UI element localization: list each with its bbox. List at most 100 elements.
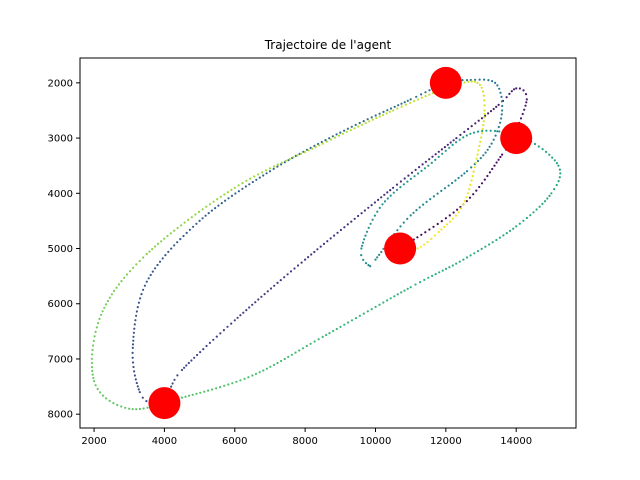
trajectory-point: [182, 234, 185, 238]
trajectory-point: [362, 312, 365, 315]
trajectory-point: [452, 139, 455, 142]
trajectory-point: [468, 196, 472, 199]
trajectory-point: [249, 177, 252, 180]
trajectory-point: [124, 406, 127, 409]
trajectory-point: [191, 393, 194, 396]
trajectory-point: [463, 199, 467, 203]
trajectory-point: [437, 150, 440, 153]
trajectory-point: [269, 287, 273, 290]
trajectory-point: [202, 348, 205, 351]
waypoint-marker: [384, 232, 417, 265]
trajectory-point: [243, 377, 246, 380]
x-tick-label: 6000: [222, 436, 247, 447]
trajectory-point: [305, 344, 308, 348]
trajectory-point: [548, 153, 551, 156]
trajectory-point: [407, 174, 410, 177]
trajectory-point: [494, 134, 497, 137]
trajectory-point: [93, 335, 96, 338]
trajectory-point: [493, 129, 497, 133]
trajectory-point: [325, 333, 328, 337]
trajectory-point: [362, 258, 365, 261]
trajectory-point: [409, 98, 412, 101]
trajectory-point: [496, 130, 499, 133]
trajectory-point: [300, 261, 303, 264]
trajectory-point: [231, 382, 234, 385]
trajectory-point: [91, 353, 94, 356]
trajectory-point: [440, 228, 443, 231]
trajectory-point: [392, 186, 395, 189]
trajectory-point: [438, 271, 441, 274]
trajectory-point: [478, 185, 481, 189]
trajectory-point: [223, 384, 226, 387]
trajectory-point: [543, 200, 547, 203]
trajectory-point: [449, 220, 452, 223]
trajectory-point: [495, 105, 498, 108]
trajectory-point: [474, 161, 477, 164]
trajectory-point: [199, 391, 202, 394]
trajectory-point: [132, 339, 135, 342]
trajectory-point: [491, 80, 494, 83]
trajectory-point: [428, 228, 431, 231]
trajectory-point: [470, 179, 473, 182]
trajectory-point: [499, 121, 502, 124]
trajectory-point: [261, 171, 264, 174]
trajectory-point: [361, 244, 364, 247]
trajectory-point: [195, 392, 198, 395]
trajectory-point: [457, 211, 460, 214]
trajectory-point: [207, 389, 210, 392]
trajectory-point: [447, 184, 450, 187]
trajectory-point: [364, 122, 367, 125]
x-tick-label: 8000: [292, 436, 317, 447]
trajectory-point: [307, 149, 310, 152]
trajectory-point: [523, 108, 526, 111]
trajectory-point: [443, 225, 446, 229]
trajectory-point: [399, 180, 402, 183]
trajectory-point: [134, 319, 137, 322]
trajectory-point: [188, 394, 191, 397]
trajectory-point: [262, 369, 265, 372]
trajectory-point: [467, 127, 470, 131]
trajectory-point: [374, 305, 377, 308]
trajectory-point: [470, 125, 473, 128]
trajectory-point: [357, 125, 360, 128]
trajectory-point: [418, 166, 421, 169]
trajectory-point: [353, 127, 356, 130]
trajectory-point: [385, 112, 388, 115]
trajectory-point: [475, 189, 478, 192]
trajectory-point: [216, 198, 219, 201]
y-tick-label: 3000: [48, 134, 73, 145]
trajectory-point: [558, 168, 562, 171]
trajectory-point: [253, 175, 256, 178]
y-tick-label: 6000: [48, 299, 73, 310]
trajectory-point: [226, 325, 229, 328]
trajectory-point: [457, 176, 460, 180]
trajectory-point: [420, 96, 423, 99]
trajectory-point: [226, 191, 229, 194]
trajectory-point: [529, 214, 532, 217]
trajectory-point: [358, 121, 361, 125]
trajectory-point: [458, 260, 461, 263]
trajectory-point: [201, 208, 204, 211]
trajectory-point: [495, 238, 498, 242]
trajectory-point: [403, 177, 406, 180]
trajectory-point: [151, 248, 154, 251]
trajectory-point: [451, 143, 454, 146]
trajectory-point: [176, 226, 179, 230]
trajectory-point: [502, 234, 505, 237]
trajectory-point: [96, 387, 99, 391]
trajectory-point: [230, 322, 233, 325]
trajectory-point: [382, 247, 385, 250]
waypoint-marker: [148, 387, 181, 420]
trajectory-point: [194, 213, 197, 216]
trajectory-point: [403, 101, 406, 104]
trajectory-point: [230, 194, 234, 197]
trajectory-point: [469, 254, 472, 257]
trajectory-point: [224, 199, 227, 202]
trajectory-point: [424, 160, 427, 163]
trajectory-point: [380, 250, 383, 254]
trajectory-point: [316, 248, 319, 251]
trajectory-point: [364, 262, 368, 265]
trajectory-point: [460, 207, 463, 210]
trajectory-point: [455, 137, 458, 140]
trajectory-point: [424, 95, 427, 98]
